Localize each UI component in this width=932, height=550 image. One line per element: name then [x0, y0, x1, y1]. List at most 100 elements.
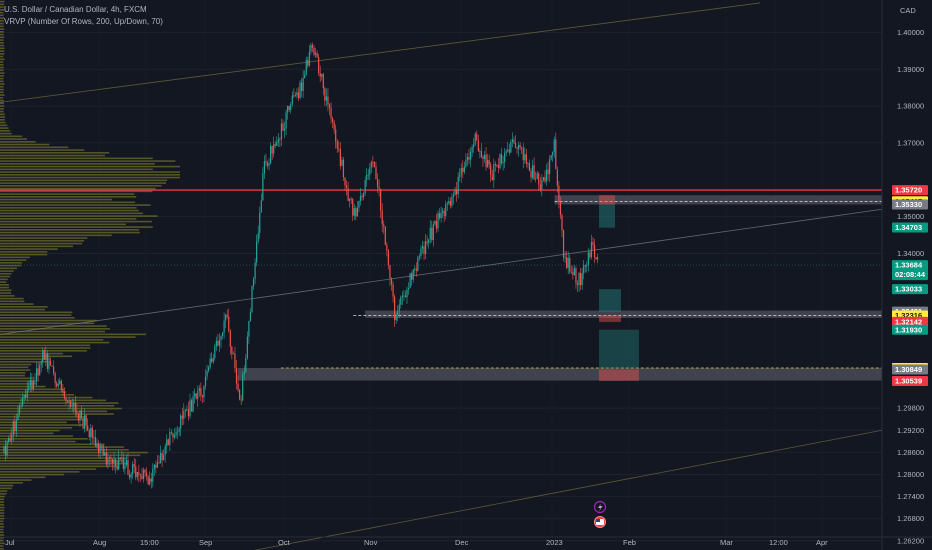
y-tick-label[interactable]: 1.28000	[897, 470, 924, 479]
price-badge[interactable]	[892, 284, 928, 295]
volume-profile-row	[0, 201, 136, 204]
y-tick-label[interactable]: 1.29800	[897, 404, 924, 413]
position-box[interactable]	[599, 289, 621, 312]
support-zone[interactable]	[237, 368, 883, 381]
volume-profile-row	[0, 119, 5, 121]
candle-body	[127, 459, 129, 475]
price-badge[interactable]	[892, 199, 928, 210]
support-zone[interactable]	[365, 310, 882, 318]
candle-body	[62, 389, 64, 392]
currency-label: CAD	[900, 6, 916, 15]
candle-body	[510, 141, 512, 153]
y-tick-label[interactable]: 1.28600	[897, 448, 924, 457]
indicator-title[interactable]: VRVP (Number Of Rows, 200, Up/Down, 70)	[4, 17, 163, 26]
price-badge-value[interactable]: 1.35330	[895, 200, 922, 209]
position-box[interactable]	[599, 195, 615, 205]
x-tick-label[interactable]: Jul	[5, 538, 15, 547]
price-badge[interactable]	[892, 324, 928, 335]
drawings[interactable]	[0, 2, 883, 550]
price-badge-value[interactable]: 1.31930	[895, 325, 922, 334]
position-box[interactable]	[599, 315, 621, 322]
x-tick-label[interactable]: Feb	[623, 538, 636, 547]
channel-line[interactable]	[0, 2, 761, 103]
x-tick-label[interactable]: 15:00	[140, 538, 159, 547]
price-badge-value[interactable]: 1.30849	[895, 365, 922, 374]
y-tick-label[interactable]: 1.39000	[897, 65, 924, 74]
candle-body	[454, 189, 456, 195]
y-tick-label[interactable]: 1.35000	[897, 212, 924, 221]
price-badge[interactable]	[892, 375, 928, 386]
candle-body	[373, 162, 376, 167]
candle-body	[372, 162, 374, 163]
y-tick-label[interactable]: 1.27400	[897, 492, 924, 501]
price-axis[interactable]: 1.40000 1.39000 1.38000 1.37000 1.35000 1.340…	[881, 0, 928, 550]
price-badge[interactable]	[892, 364, 928, 375]
x-tick-label[interactable]: Sep	[199, 538, 212, 547]
position-box[interactable]	[599, 329, 639, 369]
y-tick-label[interactable]: 1.37000	[897, 138, 924, 147]
y-tick-label[interactable]: 1.26200	[897, 536, 924, 545]
volume-profile-row	[0, 53, 5, 55]
volume-profile-row	[0, 531, 4, 534]
x-tick-label[interactable]: Dec	[455, 538, 469, 547]
y-tick-label[interactable]: 1.34000	[897, 249, 924, 258]
candle-body	[358, 200, 360, 208]
x-tick-label[interactable]: Apr	[816, 538, 828, 547]
time-axis[interactable]: Jul Aug 15:00 Sep Oct Nov Dec 2023 Feb Mar 12:00 Ap…	[0, 536, 932, 547]
candle-body	[128, 474, 131, 478]
x-tick-label[interactable]: Aug	[93, 538, 106, 547]
volume-profile-row	[0, 424, 84, 426]
candle-body	[471, 147, 473, 152]
support-zone[interactable]	[554, 195, 882, 205]
x-tick-label[interactable]: Mar	[720, 538, 733, 547]
volume-profile-row	[0, 3, 5, 6]
volume-profile-row	[0, 0, 5, 3]
volume-profile-row	[0, 270, 14, 272]
price-badge[interactable]	[892, 222, 928, 233]
y-tick-label[interactable]: 1.29200	[897, 426, 924, 435]
candle-body	[45, 353, 47, 360]
symbol-title[interactable]: U.S. Dollar / Canadian Dollar, 4h, FXCM	[4, 5, 147, 14]
price-badge[interactable]	[892, 185, 928, 196]
candle-body	[111, 459, 114, 464]
price-badge-value[interactable]: 1.34703	[895, 223, 922, 232]
y-tick-label[interactable]: 1.26800	[897, 514, 924, 523]
candle-body	[6, 442, 8, 456]
candle-body	[355, 208, 357, 217]
candle-body	[73, 403, 75, 406]
volume-profile-row	[0, 275, 10, 278]
event-markers[interactable]	[593, 500, 607, 528]
price-badge[interactable]	[892, 260, 928, 281]
x-tick-label[interactable]: 12:00	[769, 538, 788, 547]
candle-body	[125, 459, 128, 466]
candle-body	[336, 141, 338, 149]
position-box[interactable]	[599, 369, 639, 381]
channel-line[interactable]	[0, 208, 883, 335]
price-badge-value[interactable]: 1.32142	[895, 317, 922, 326]
x-tick-label[interactable]: Nov	[364, 538, 378, 547]
volume-profile-row	[0, 328, 110, 330]
price-badge-value[interactable]: 1.35720	[895, 186, 922, 195]
x-tick-label[interactable]: Oct	[278, 538, 291, 547]
candle-body	[251, 286, 253, 313]
price-badge-value[interactable]: 1.32316	[895, 311, 922, 320]
position-box[interactable]	[599, 204, 615, 228]
price-badge-value[interactable]: 1.33033	[895, 285, 922, 294]
price-badge-value[interactable]: 1.30539	[895, 377, 922, 386]
candle-body	[415, 268, 417, 271]
candle-body	[276, 142, 278, 146]
volume-profile-row	[0, 504, 5, 506]
candle-body	[71, 405, 73, 407]
candle-body	[118, 457, 120, 470]
volume-profile-row	[0, 438, 88, 440]
y-tick-label[interactable]: 1.40000	[897, 28, 924, 37]
candle-body	[70, 400, 72, 407]
price-badge[interactable]	[892, 316, 928, 327]
price-badge-value[interactable]: 1.33684	[895, 261, 923, 270]
volume-profile-row	[0, 179, 168, 182]
volume-profile-row	[0, 154, 106, 157]
y-tick-label[interactable]: 1.38000	[897, 102, 924, 111]
x-tick-label[interactable]: 2023	[546, 538, 563, 547]
channel-line[interactable]	[230, 429, 883, 550]
